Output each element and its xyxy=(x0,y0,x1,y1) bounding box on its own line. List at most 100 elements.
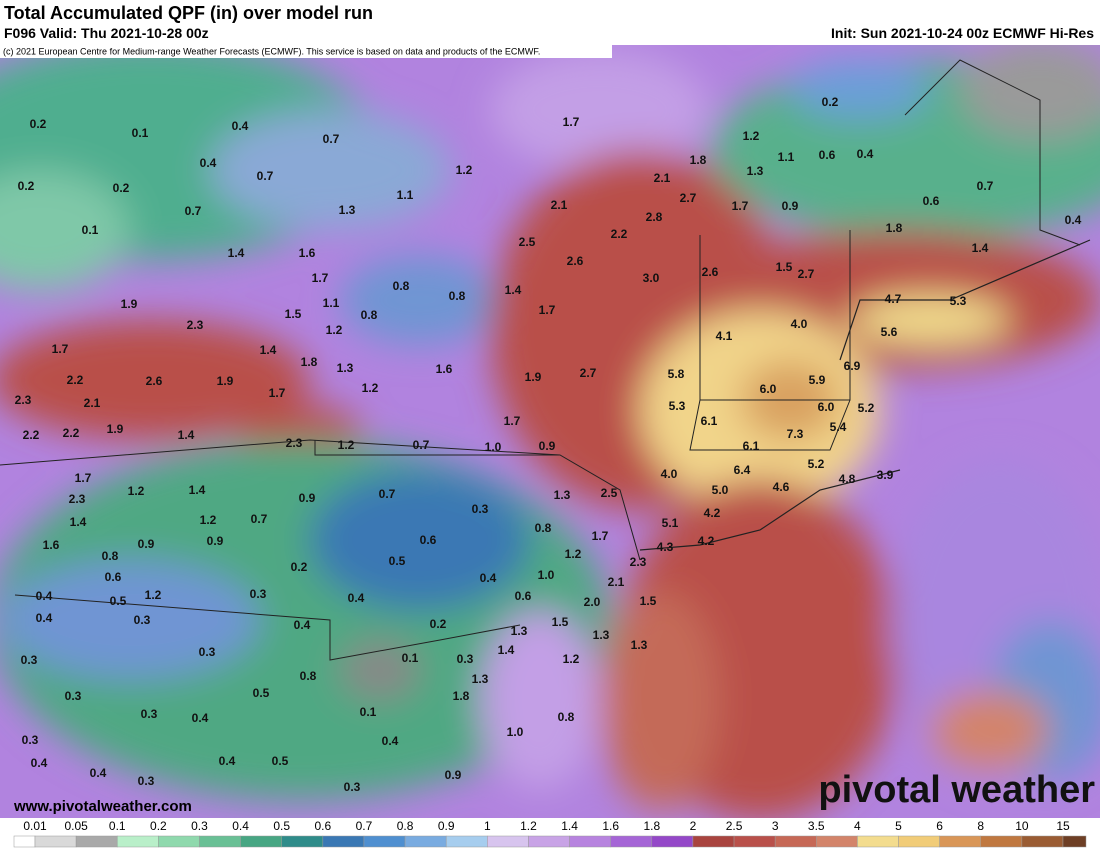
colorbar-swatch xyxy=(610,835,653,848)
colorbar-swatch xyxy=(857,835,899,848)
colorbar-label: 0.6 xyxy=(314,819,331,833)
precip-label: 1.1 xyxy=(323,296,340,310)
precip-label: 0.9 xyxy=(782,199,799,213)
precip-label: 1.6 xyxy=(436,362,453,376)
precip-label: 1.1 xyxy=(397,188,414,202)
value-labels: 0.2 0.1 0.4 0.7 0.4 0.7 1.2 0.2 0.2 1.1 1.3 0.7 0.1 1… xyxy=(15,95,1082,794)
precip-label: 0.3 xyxy=(65,689,82,703)
colorbar-swatch xyxy=(34,835,77,848)
precip-label: 0.7 xyxy=(185,204,202,218)
precip-label: 1.7 xyxy=(732,199,749,213)
precip-label: 4.3 xyxy=(657,540,674,554)
precip-label: 0.3 xyxy=(138,774,155,788)
precip-label: 1.8 xyxy=(886,221,903,235)
precip-label: 0.5 xyxy=(253,686,270,700)
colorbar-swatch xyxy=(363,835,406,848)
precip-label: 1.5 xyxy=(552,615,569,629)
precip-label: 1.7 xyxy=(563,115,580,129)
precip-label: 0.3 xyxy=(134,613,151,627)
precip-label: 6.1 xyxy=(743,439,760,453)
precip-label: 4.0 xyxy=(661,467,678,481)
precip-label: 4.6 xyxy=(773,480,790,494)
precip-label: 0.4 xyxy=(480,571,497,585)
precip-label: 0.4 xyxy=(232,119,249,133)
precip-label: 0.4 xyxy=(192,711,209,725)
precip-label: 1.8 xyxy=(690,153,707,167)
precip-label: 0.1 xyxy=(82,223,99,237)
precip-label: 2.1 xyxy=(84,396,101,410)
precip-label: 1.7 xyxy=(52,342,69,356)
precip-label: 2.6 xyxy=(702,265,719,279)
colorbar-label: 5 xyxy=(895,819,902,833)
precip-label: 2.3 xyxy=(187,318,204,332)
precip-label: 6.0 xyxy=(818,400,835,414)
precip-label: 0.7 xyxy=(977,179,994,193)
precip-label: 1.0 xyxy=(507,725,524,739)
precip-label: 1.7 xyxy=(312,271,329,285)
precip-label: 0.3 xyxy=(22,733,39,747)
precip-label: 1.3 xyxy=(337,361,354,375)
precip-label: 1.2 xyxy=(200,513,217,527)
colorbar-label: 0.8 xyxy=(397,819,414,833)
precip-label: 1.2 xyxy=(362,381,379,395)
precip-label: 1.1 xyxy=(778,150,795,164)
colorbar-swatch xyxy=(322,835,365,848)
precip-label: 1.3 xyxy=(631,638,648,652)
precip-label: 4.8 xyxy=(839,472,856,486)
precip-label: 0.5 xyxy=(389,554,406,568)
precip-label: 2.3 xyxy=(69,492,86,506)
precip-label: 0.8 xyxy=(300,669,317,683)
init-time: Init: Sun 2021-10-24 00z ECMWF Hi-Res xyxy=(831,25,1094,41)
precip-label: 1.7 xyxy=(504,414,521,428)
precip-label: 2.2 xyxy=(23,428,40,442)
colorbar-swatch xyxy=(939,835,982,848)
precip-label: 1.4 xyxy=(498,643,515,657)
precip-label: 2.3 xyxy=(630,555,647,569)
precip-label: 5.3 xyxy=(669,399,686,413)
precip-label: 2.3 xyxy=(286,436,303,450)
precip-label: 4.2 xyxy=(698,534,715,548)
precip-label: 0.9 xyxy=(539,439,556,453)
precip-label: 0.7 xyxy=(413,438,430,452)
copyright-bg xyxy=(0,45,612,58)
precip-label: 2.5 xyxy=(601,486,618,500)
precip-label: 0.6 xyxy=(819,148,836,162)
precip-label: 0.5 xyxy=(272,754,289,768)
precip-label: 1.3 xyxy=(747,164,764,178)
precip-label: 0.2 xyxy=(113,181,130,195)
precip-label: 1.0 xyxy=(485,440,502,454)
precip-label: 5.9 xyxy=(809,373,826,387)
precip-label: 1.3 xyxy=(511,624,528,638)
precip-label: 0.9 xyxy=(299,491,316,505)
precip-label: 0.9 xyxy=(207,534,224,548)
precip-label: 0.3 xyxy=(141,707,158,721)
precip-label: 1.6 xyxy=(299,246,316,260)
precip-label: 1.2 xyxy=(145,588,162,602)
precip-label: 0.3 xyxy=(250,587,267,601)
colorbar-label: 8 xyxy=(977,819,984,833)
precip-label: 0.8 xyxy=(393,279,410,293)
precip-label: 0.6 xyxy=(923,194,940,208)
precip-label: 2.1 xyxy=(551,198,568,212)
precip-label: 0.3 xyxy=(199,645,216,659)
colorbar-label: 1 xyxy=(484,819,491,833)
precip-label: 4.7 xyxy=(885,292,902,306)
precip-label: 0.2 xyxy=(291,560,308,574)
precip-label: 3.9 xyxy=(877,468,894,482)
precip-label: 0.4 xyxy=(31,756,48,770)
colorbar-label: 0.1 xyxy=(109,819,126,833)
precip-label: 1.4 xyxy=(972,241,989,255)
logo: pivotal weather xyxy=(818,769,1095,811)
colorbar-swatch xyxy=(733,835,776,848)
precip-label: 1.2 xyxy=(743,129,760,143)
precip-label: 0.4 xyxy=(36,589,53,603)
precip-label: 6.0 xyxy=(760,382,777,396)
precip-label: 3.0 xyxy=(643,271,660,285)
precip-label: 5.2 xyxy=(808,457,825,471)
colorbar-label: 10 xyxy=(1015,819,1029,833)
precip-label: 1.2 xyxy=(338,438,355,452)
precip-label: 0.9 xyxy=(138,537,155,551)
precip-label: 1.8 xyxy=(453,689,470,703)
